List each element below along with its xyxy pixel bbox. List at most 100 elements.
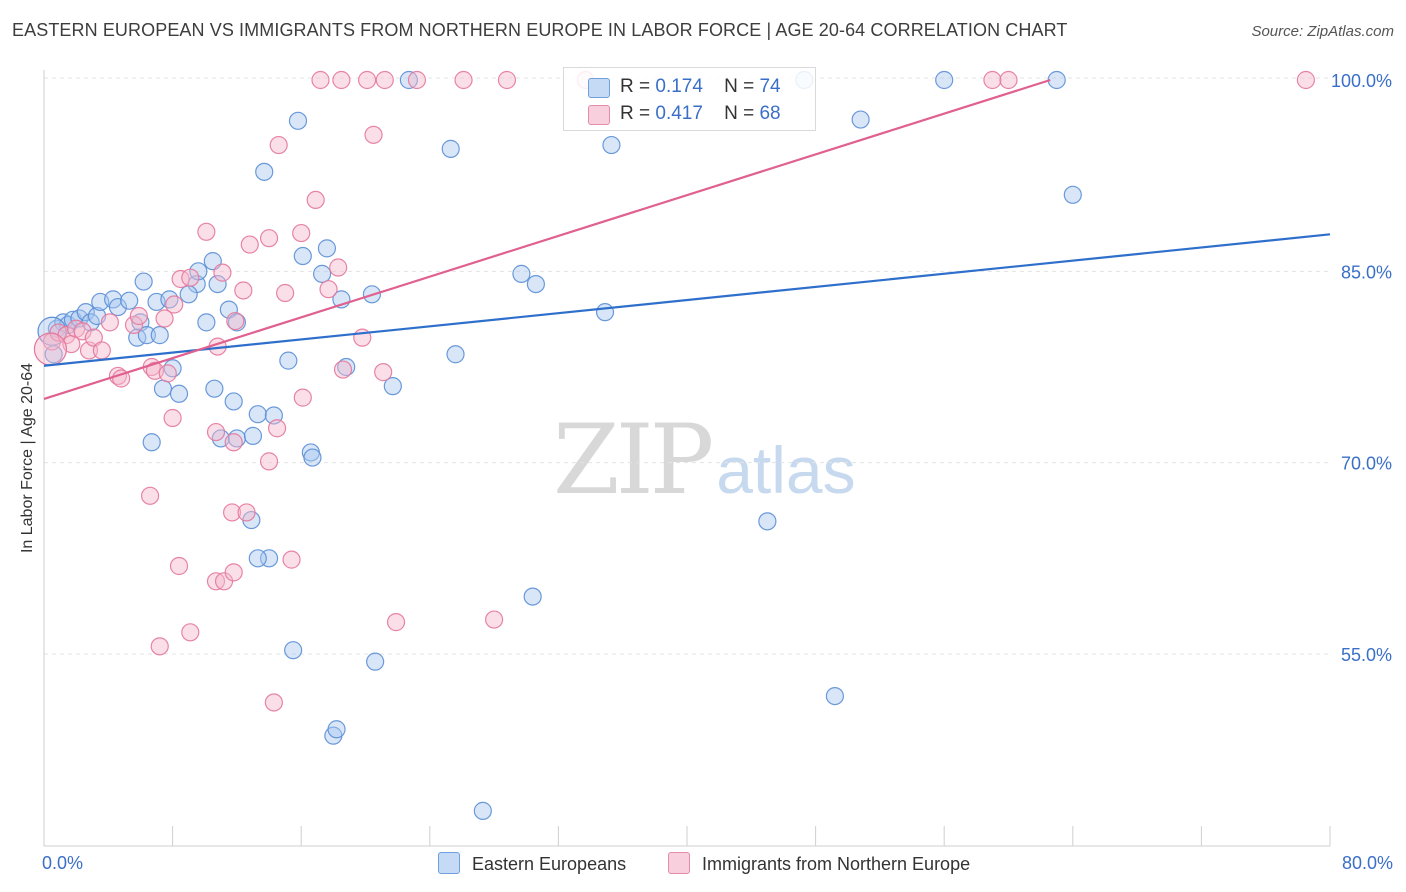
series-immigrants-northern-europe <box>33 70 1315 712</box>
data-point <box>407 70 427 90</box>
data-point <box>306 190 325 210</box>
data-point <box>129 306 148 326</box>
data-point <box>364 125 383 144</box>
data-point <box>226 311 245 331</box>
data-point <box>319 280 338 299</box>
data-point <box>197 222 216 241</box>
bottom-legend-label: Immigrants from Northern Europe <box>702 854 971 874</box>
data-point <box>758 512 777 531</box>
legend-swatch-pink <box>588 105 610 125</box>
data-point <box>327 720 346 739</box>
data-point <box>240 235 259 254</box>
legend-n-value: 74 <box>759 76 781 97</box>
data-point <box>983 70 1002 90</box>
data-point <box>171 269 190 289</box>
data-point <box>337 357 356 377</box>
data-point <box>206 422 226 442</box>
data-point <box>317 239 337 258</box>
data-point <box>224 392 243 411</box>
data-point <box>329 258 348 277</box>
data-point <box>935 70 954 90</box>
data-point <box>446 345 465 364</box>
data-point <box>441 139 460 158</box>
cluster-point <box>33 332 68 366</box>
data-point <box>383 377 402 396</box>
y-tick-label: 85.0% <box>1341 262 1392 282</box>
data-point <box>332 70 351 90</box>
data-point <box>108 297 128 317</box>
data-point <box>999 70 1018 90</box>
legend-n-value: 68 <box>759 103 781 124</box>
data-point <box>181 623 200 642</box>
data-point <box>237 503 256 522</box>
x-tick-label: 80.0% <box>1342 853 1393 873</box>
data-point <box>293 388 312 407</box>
data-point <box>169 556 189 576</box>
data-point <box>150 326 169 345</box>
data-point <box>163 359 182 378</box>
data-point <box>197 313 216 332</box>
data-point <box>454 70 473 90</box>
y-axis-label: In Labor Force | Age 20-64 <box>19 362 36 554</box>
data-point <box>1047 70 1066 90</box>
watermark-zip: ZIP <box>553 404 714 516</box>
data-point <box>255 162 274 181</box>
y-tick-label: 100.0% <box>1331 71 1392 91</box>
data-point <box>222 503 242 522</box>
stats-legend: R = 0.174 N = 74 R = 0.417 N = 68 <box>563 67 816 131</box>
data-point <box>333 360 353 379</box>
data-point <box>375 70 394 90</box>
bottom-legend-swatch-pink <box>668 852 690 874</box>
trend-line-eastern-europeans <box>43 233 1331 367</box>
legend-n-label: N = <box>724 76 755 97</box>
trend-line-immigrants-northern-europe <box>43 78 1051 400</box>
data-point <box>137 326 156 345</box>
data-point <box>234 281 253 300</box>
data-point <box>497 70 517 90</box>
tick-labels: 55.0% 70.0% 85.0% 100.0% 0.0% 80.0% <box>42 71 1393 873</box>
series-eastern-europeans <box>37 70 1082 820</box>
data-point <box>523 587 542 606</box>
data-point <box>358 70 377 90</box>
data-point <box>92 341 111 360</box>
data-point <box>243 426 263 445</box>
watermark: ZIPatlas <box>553 404 856 516</box>
data-point <box>311 70 330 90</box>
y-tick-label: 70.0% <box>1341 454 1392 474</box>
data-point <box>73 322 92 341</box>
data-point <box>179 285 198 304</box>
data-point <box>851 110 870 129</box>
data-point <box>248 549 267 568</box>
legend-r-label: R = <box>620 103 651 124</box>
data-point <box>595 303 615 322</box>
legend-n-label: N = <box>724 103 755 124</box>
data-point <box>248 405 267 424</box>
data-point <box>181 268 200 287</box>
axes <box>43 70 1331 847</box>
bottom-legend-swatch-blue <box>438 852 460 874</box>
bottom-legend-eastern-europeans: Eastern Europeans <box>438 852 626 875</box>
y-tick-label: 55.0% <box>1341 645 1392 665</box>
data-point <box>158 364 177 383</box>
data-point <box>366 652 385 671</box>
data-point <box>303 448 322 467</box>
bottom-legend-immigrants-northern-europe: Immigrants from Northern Europe <box>668 852 970 875</box>
data-point <box>312 264 332 283</box>
data-point <box>473 801 492 820</box>
data-point <box>602 135 621 155</box>
data-point <box>205 379 224 398</box>
data-point <box>386 613 406 632</box>
data-point <box>825 686 844 706</box>
data-point <box>208 274 227 294</box>
data-point <box>124 315 144 335</box>
data-point <box>120 291 139 310</box>
data-point <box>276 283 295 303</box>
data-point <box>155 309 174 328</box>
data-point <box>224 563 243 582</box>
data-point <box>153 379 173 398</box>
data-point <box>100 313 120 332</box>
x-tick-label: 0.0% <box>42 853 83 873</box>
legend-r-label: R = <box>620 76 651 97</box>
data-point <box>169 384 189 403</box>
data-point <box>259 229 279 248</box>
